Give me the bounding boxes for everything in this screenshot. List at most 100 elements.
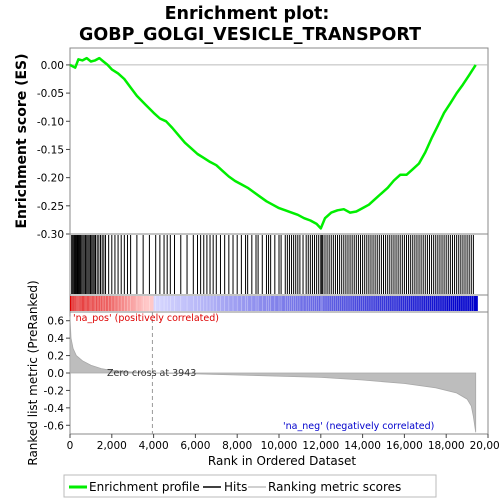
rank-colorbar-segment — [95, 296, 98, 311]
es-curve — [69, 56, 477, 230]
rank-colorbar-segment — [304, 296, 307, 311]
rank-colorbar-segment — [178, 296, 182, 311]
rank-colorbar-segment — [153, 296, 156, 311]
rank-colorbar-segment — [425, 296, 428, 311]
rank-colorbar-segment — [373, 296, 376, 311]
rank-colorbar-segment — [126, 296, 129, 311]
rank-colorbar-segment — [84, 296, 88, 311]
rank-colorbar-segment — [270, 296, 274, 311]
rank-colorbar-segment — [134, 296, 138, 311]
rank-colorbar-segment — [128, 296, 131, 311]
rank-colorbar-segment — [184, 296, 188, 311]
rank-colorbar-segment — [295, 296, 299, 311]
legend-label-ranking-metric: Ranking metric scores — [268, 480, 401, 494]
rank-colorbar-segment — [168, 296, 171, 311]
rank-colorbar-segment — [105, 296, 108, 311]
rank-colorbar-segment — [258, 296, 261, 311]
rank-colorbar-segment — [111, 296, 115, 311]
metric-ytick-label: 0.2 — [47, 351, 64, 363]
metric-ytick-label: -0.6 — [44, 420, 65, 432]
rank-colorbar-segment — [322, 296, 326, 311]
es-ytick-label: -0.30 — [37, 229, 64, 241]
rank-colorbar-segment — [195, 296, 198, 311]
rank-colorbar-segment — [404, 296, 407, 311]
rank-colorbar-segment — [101, 296, 104, 311]
rank-colorbar-segment — [299, 296, 303, 311]
rank-colorbar-segment — [358, 296, 361, 311]
rank-colorbar-segment — [191, 296, 194, 311]
rank-colorbar-segment — [471, 296, 474, 311]
rank-colorbar-segment — [136, 296, 140, 311]
es-ytick-label: 0.00 — [41, 60, 64, 72]
rank-colorbar-segment — [197, 296, 200, 311]
rank-colorbar-segment — [86, 296, 90, 311]
rank-colorbar-segment — [149, 296, 152, 311]
xtick-label: 14,000 — [344, 440, 381, 452]
rank-colorbar-segment — [247, 296, 251, 311]
xtick-label: 12,000 — [302, 440, 339, 452]
xtick-label: 10,000 — [261, 440, 298, 452]
rank-colorbar-segment — [343, 296, 347, 311]
rank-colorbar-segment — [274, 296, 278, 311]
rank-colorbar-segment — [410, 296, 414, 311]
legend-label-hits: Hits — [224, 480, 247, 494]
rank-colorbar-segment — [291, 296, 294, 311]
ranking-metric-area — [69, 316, 477, 433]
rank-colorbar-segment — [320, 296, 324, 311]
rank-colorbar-segment — [164, 296, 167, 311]
rank-colorbar-segment — [90, 296, 94, 311]
metric-ytick-label: 0.6 — [47, 316, 64, 328]
rank-colorbar-segment — [475, 296, 478, 311]
rank-colorbar-segment — [370, 296, 374, 311]
xtick-label: 18,000 — [428, 440, 465, 452]
rank-colorbar-segment — [423, 296, 426, 311]
rank-colorbar-segment — [341, 296, 345, 311]
rank-colorbar-segment — [239, 296, 242, 311]
es-axis-label: Enrichment score (ES) — [14, 53, 30, 228]
rank-colorbar-segment — [235, 296, 238, 311]
rank-colorbar-segment — [166, 296, 169, 311]
rank-colorbar-segment — [268, 296, 271, 311]
metric-ytick-label: -0.4 — [44, 403, 65, 415]
rank-colorbar-segment — [450, 296, 453, 311]
es-plot-frame — [69, 47, 489, 235]
rank-colorbar-segment — [115, 296, 119, 311]
rank-colorbar-segment — [400, 296, 403, 311]
rank-colorbar-segment — [230, 296, 234, 311]
rank-colorbar-segment — [159, 296, 163, 311]
rank-colorbar-segment — [335, 296, 338, 311]
rank-colorbar-segment — [419, 296, 422, 311]
rank-colorbar-segment — [381, 296, 384, 311]
rank-colorbar-segment — [220, 296, 223, 311]
rank-colorbar-segment — [345, 296, 349, 311]
legend: Enrichment profile Hits Ranking metric s… — [63, 474, 437, 498]
rank-colorbar-segment — [352, 296, 355, 311]
rank-colorbar-segment — [141, 296, 144, 311]
es-ytick-label: -0.25 — [37, 201, 64, 213]
rank-colorbar-segment — [70, 296, 73, 311]
rank-colorbar-segment — [467, 296, 470, 311]
rank-colorbar-segment — [293, 296, 297, 311]
rank-colorbar-segment — [462, 296, 466, 311]
rank-colorbar-segment — [249, 296, 253, 311]
rank-colorbar-segment — [285, 296, 288, 311]
rank-colorbar-segment — [360, 296, 363, 311]
rank-colorbar-segment — [222, 296, 225, 311]
rank-colorbar-segment — [368, 296, 372, 311]
rank-colorbar-segment — [78, 296, 81, 311]
rank-colorbar-segment — [431, 296, 434, 311]
metric-axis-label: Ranked list metric (PreRanked) — [26, 280, 40, 465]
es-ytick-label: -0.15 — [37, 144, 64, 156]
rank-colorbar-segment — [113, 296, 117, 311]
rank-colorbar-segment — [347, 296, 351, 311]
rank-colorbar-segment — [88, 296, 92, 311]
metric-ytick-label: 0.0 — [47, 368, 64, 380]
rank-colorbar-segment — [216, 296, 219, 311]
rank-colorbar-segment — [308, 296, 311, 311]
rank-colorbar-segment — [452, 296, 455, 311]
rank-colorbar-segment — [454, 296, 457, 311]
rank-colorbar-segment — [130, 296, 133, 311]
rank-colorbar-segment — [224, 296, 228, 311]
rank-colorbar-segment — [398, 296, 401, 311]
